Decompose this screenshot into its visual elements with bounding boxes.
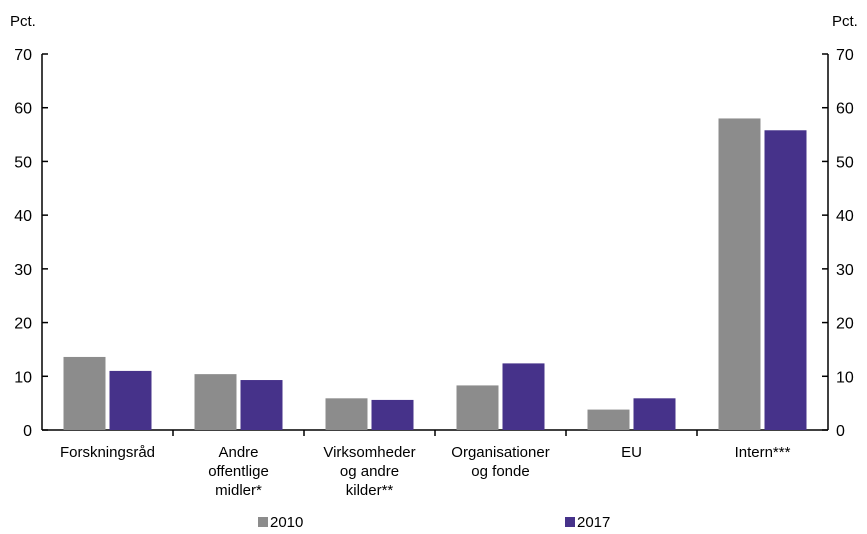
y-axis-unit-left: Pct.	[10, 13, 36, 30]
y-tick-label-left: 50	[14, 154, 32, 171]
y-tick-label-right: 20	[836, 316, 854, 333]
y-tick-label-left: 70	[14, 47, 32, 64]
y-tick-label-right: 60	[836, 101, 854, 118]
legend-label-2010: 2010	[270, 514, 303, 531]
y-tick-label-right: 0	[836, 423, 845, 440]
legend-label-2017: 2017	[577, 514, 610, 531]
y-tick-label-left: 20	[14, 316, 32, 333]
bar-2017-2	[371, 399, 414, 430]
legend: 2010 2017	[258, 514, 610, 531]
bar-2010-4	[587, 409, 630, 430]
x-category-label: Organisationer og fonde	[451, 444, 549, 480]
y-tick-label-left: 40	[14, 208, 32, 225]
y-tick-label-right: 40	[836, 208, 854, 225]
y-tick-label-right: 30	[836, 262, 854, 279]
x-category-label: Andre offentlige midler*	[208, 444, 269, 499]
category-labels: Forskningsråd Andre offentlige midler* Virks…	[60, 444, 791, 499]
bar-2010-5	[718, 118, 761, 430]
y-tick-label-left: 60	[14, 101, 32, 118]
y-tick-label-right: 10	[836, 369, 854, 386]
y-tick-label-left: 30	[14, 262, 32, 279]
y-tick-label-left: 0	[23, 423, 32, 440]
legend-swatch-2010	[258, 517, 268, 527]
bar-2017-1	[240, 380, 283, 430]
bar-2010-2	[325, 398, 368, 430]
y-axis-unit-right: Pct.	[832, 13, 858, 30]
bars	[63, 118, 807, 430]
bar-2017-3	[502, 363, 545, 430]
bar-2017-0	[109, 370, 152, 430]
bar-2017-5	[764, 130, 807, 430]
bar-2010-0	[63, 356, 106, 430]
y-tick-label-right: 50	[836, 154, 854, 171]
x-category-label: EU	[621, 444, 642, 461]
axes: 0 0 10 10 20 20 30 30 40 40 50 50 60 60 70 70	[14, 47, 854, 440]
y-tick-label-left: 10	[14, 369, 32, 386]
legend-swatch-2017	[565, 517, 575, 527]
y-tick-label-right: 70	[836, 47, 854, 64]
bar-2017-4	[633, 398, 676, 430]
x-category-label: Intern***	[735, 444, 791, 461]
bar-2010-3	[456, 385, 499, 430]
x-category-label: Virksomheder og andre kilder**	[323, 444, 415, 499]
bar-2010-1	[194, 374, 237, 430]
x-category-label: Forskningsråd	[60, 444, 155, 461]
